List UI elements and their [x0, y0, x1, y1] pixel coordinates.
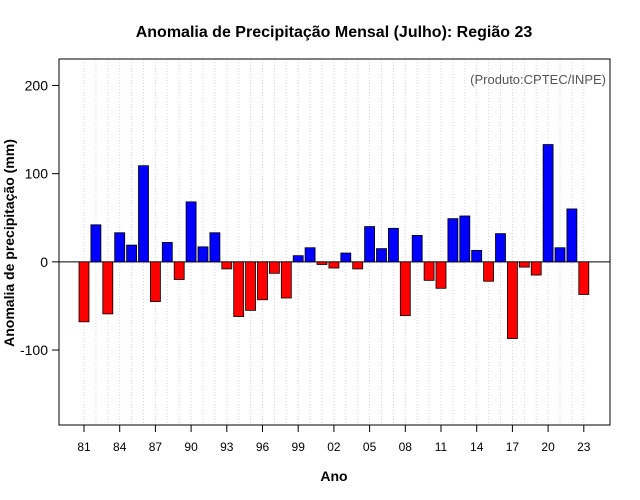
bar-2011 [435, 261, 447, 289]
bar-2010 [423, 261, 435, 281]
bar-1999 [292, 255, 304, 263]
bar-2019 [530, 261, 542, 276]
bar-1996 [257, 261, 268, 301]
chart-title: Anomalia de Precipitação Mensal (Julho):… [136, 24, 533, 41]
y-tick-label: 200 [25, 77, 49, 93]
bar-1990 [185, 201, 197, 263]
x-tick-label: 17 [506, 440, 520, 454]
x-tick-label: 02 [327, 440, 341, 454]
x-axis-title: Ano [320, 468, 347, 484]
x-tick-label: 08 [399, 440, 413, 454]
x-tick-label: 11 [435, 440, 448, 454]
x-tick-label: 99 [292, 440, 306, 454]
bar-1994 [233, 261, 245, 317]
bar-2009 [411, 234, 423, 263]
bar-2022 [566, 208, 578, 263]
x-tick-label: 84 [113, 440, 127, 454]
bar-2001 [316, 261, 328, 265]
bar-2017 [506, 261, 518, 339]
bar-2014 [471, 249, 483, 263]
x-tick-label: 93 [220, 440, 234, 454]
y-axis: -100 0 100 200 [20, 77, 59, 358]
bar-2016 [495, 233, 506, 263]
bar-1998 [280, 261, 292, 299]
bars [78, 144, 590, 339]
bar-2018 [518, 261, 530, 268]
bar-1992 [209, 232, 221, 263]
bar-1995 [245, 261, 257, 311]
plot-frame [58, 58, 611, 426]
bar-2012 [447, 218, 459, 263]
bar-1984 [114, 232, 126, 263]
x-axis: 81 84 87 90 93 96 99 02 05 08 11 14 17 20 23 [77, 425, 591, 454]
x-tick-label: 05 [363, 440, 377, 454]
bar-1982 [90, 224, 102, 263]
bar-1986 [138, 165, 149, 263]
bar-2006 [376, 248, 387, 263]
bar-2007 [387, 227, 399, 263]
y-tick-label: -100 [20, 342, 48, 358]
bar-2015 [483, 261, 495, 282]
bar-1981 [78, 261, 90, 323]
bar-2008 [399, 261, 411, 317]
x-tick-label: 23 [577, 440, 591, 454]
bar-2003 [340, 252, 352, 263]
bar-2020 [542, 144, 554, 263]
y-axis-title: Anomalia de precipitação (mm) [1, 139, 17, 347]
bar-1985 [126, 244, 137, 263]
bar-1991 [197, 246, 209, 263]
x-tick-label: 81 [77, 440, 91, 454]
y-tick-label: 100 [25, 166, 49, 182]
bar-1987 [149, 261, 161, 302]
x-tick-label: 90 [184, 440, 198, 454]
x-tick-label: 20 [541, 440, 555, 454]
gridlines [83, 59, 585, 425]
bar-2013 [459, 215, 471, 263]
bar-2021 [554, 247, 566, 263]
source-annotation: (Produto:CPTEC/INPE) [470, 72, 606, 87]
bar-1997 [268, 261, 280, 274]
bar-1993 [221, 261, 233, 270]
x-tick-label: 14 [470, 440, 484, 454]
bar-2002 [328, 261, 340, 269]
y-tick-label: 0 [40, 254, 48, 270]
bar-2000 [304, 247, 316, 263]
bar-2005 [364, 226, 376, 263]
bar-2004 [352, 261, 364, 270]
x-tick-label: 87 [149, 440, 163, 454]
bar-2023 [578, 261, 590, 295]
x-tick-label: 96 [256, 440, 270, 454]
bar-1983 [102, 261, 114, 315]
bar-1988 [161, 242, 173, 263]
bar-1989 [173, 261, 185, 280]
